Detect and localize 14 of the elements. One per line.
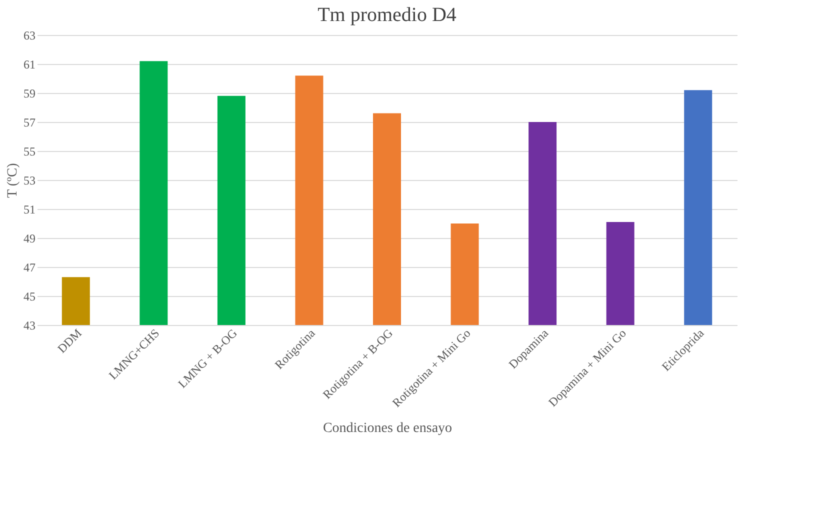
y-tick-label: 49	[24, 232, 36, 246]
chart-title: Tm promedio D4	[318, 4, 456, 26]
y-tick-label: 53	[24, 174, 36, 188]
x-axis-title: Condiciones de ensayo	[322, 421, 452, 436]
y-tick-label: 51	[24, 202, 36, 216]
y-tick-label: 59	[24, 86, 36, 100]
y-tick-label: 47	[24, 260, 36, 274]
y-tick-label: 57	[24, 116, 36, 130]
y-axis-title: T (ºC)	[6, 162, 20, 198]
y-tick-label: 61	[24, 58, 36, 72]
y-tick-label: 63	[24, 28, 36, 42]
y-tick-label: 45	[24, 290, 36, 304]
y-tick-label: 43	[24, 318, 36, 332]
y-tick-label: 55	[24, 144, 36, 158]
